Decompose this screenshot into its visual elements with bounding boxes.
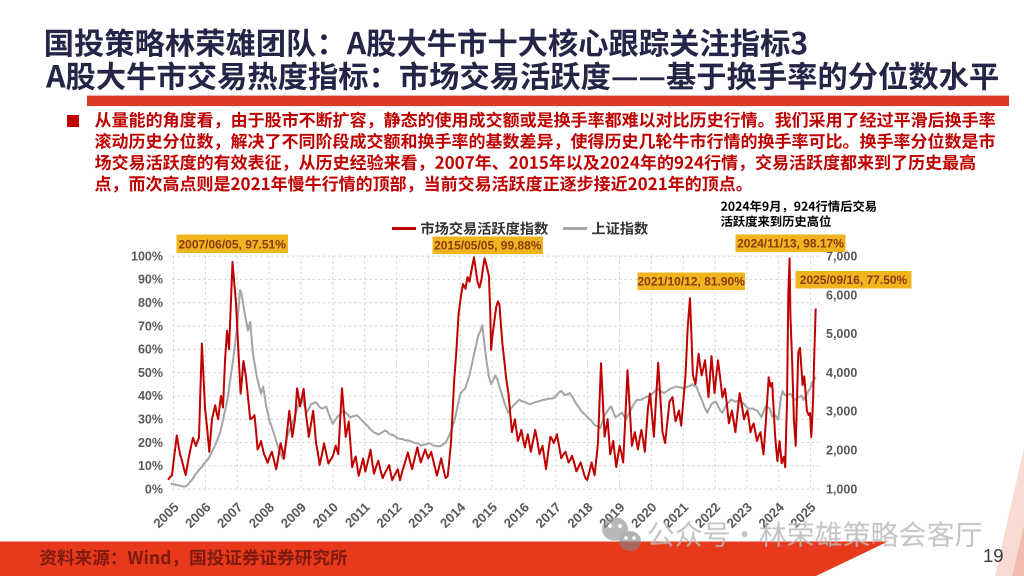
svg-text:20%: 20%	[138, 436, 163, 450]
svg-text:2021/10/12, 81.90%: 2021/10/12, 81.90%	[637, 274, 745, 288]
svg-text:2015/05/05, 99.88%: 2015/05/05, 99.88%	[434, 238, 542, 252]
svg-text:4,000: 4,000	[826, 366, 857, 380]
svg-text:10%: 10%	[138, 459, 163, 473]
svg-text:19: 19	[983, 545, 1004, 566]
svg-text:7,000: 7,000	[826, 249, 857, 263]
svg-text:2024/11/13, 98.17%: 2024/11/13, 98.17%	[737, 236, 844, 250]
svg-text:2007/06/05, 97.51%: 2007/06/05, 97.51%	[178, 237, 286, 251]
svg-text:70%: 70%	[138, 319, 163, 333]
svg-text:2025/09/16, 77.50%: 2025/09/16, 77.50%	[800, 273, 908, 287]
svg-text:1,000: 1,000	[826, 482, 857, 496]
svg-text:6,000: 6,000	[826, 288, 857, 302]
svg-text:60%: 60%	[138, 343, 163, 357]
svg-text:90%: 90%	[138, 273, 163, 287]
svg-text:2,000: 2,000	[826, 444, 857, 458]
svg-text:3,000: 3,000	[826, 405, 857, 419]
svg-text:0%: 0%	[145, 482, 163, 496]
svg-text:40%: 40%	[138, 389, 163, 403]
svg-text:80%: 80%	[138, 296, 163, 310]
svg-text:30%: 30%	[138, 413, 163, 427]
svg-text:5,000: 5,000	[826, 327, 857, 341]
svg-text:50%: 50%	[138, 366, 163, 380]
svg-text:100%: 100%	[131, 249, 163, 263]
